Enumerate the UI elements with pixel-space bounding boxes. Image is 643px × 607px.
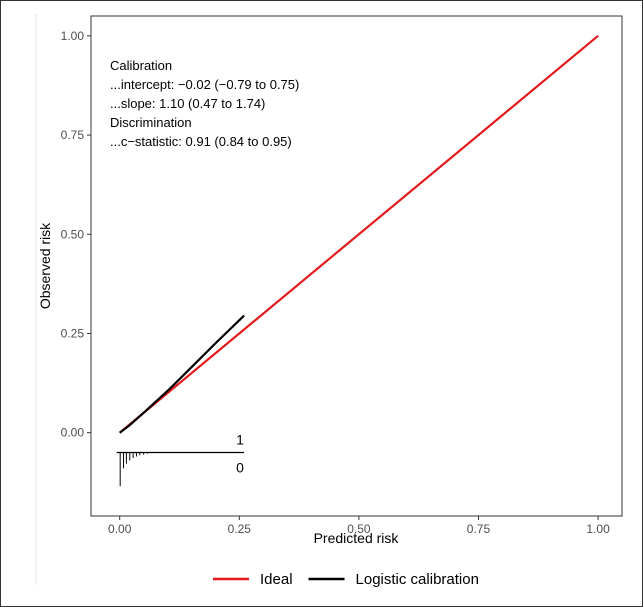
x-axis-title: Predicted risk bbox=[314, 530, 400, 546]
y-tick-label: 0.25 bbox=[61, 326, 85, 340]
y-axis-title: Observed risk bbox=[37, 222, 53, 309]
y-tick-label: 0.75 bbox=[61, 128, 85, 142]
legend-label-logistic-calibration: Logistic calibration bbox=[356, 571, 479, 588]
y-tick-label: 1.00 bbox=[61, 29, 85, 43]
x-axis: 0.00 0.25 0.50 0.75 1.00 bbox=[108, 516, 610, 536]
annotation-block: Calibration ...intercept: −0.02 (−0.79 to… bbox=[110, 58, 299, 149]
x-tick-label: 0.50 bbox=[347, 522, 371, 536]
annotation-line: ...c−statistic: 0.91 (0.84 to 0.95) bbox=[110, 134, 292, 149]
x-tick-label: 0.25 bbox=[228, 522, 252, 536]
y-tick-label: 0.50 bbox=[61, 227, 85, 241]
rug-layer: 10 bbox=[116, 432, 244, 487]
y-tick-label: 0.00 bbox=[61, 426, 85, 440]
x-tick-label: 0.00 bbox=[108, 522, 132, 536]
rug-upper-label: 1 bbox=[236, 432, 244, 448]
series-line-logistic-calibration bbox=[119, 314, 245, 434]
rug-lower-label: 0 bbox=[236, 460, 244, 476]
series-layer bbox=[118, 34, 599, 434]
annotation-line: ...intercept: −0.02 (−0.79 to 0.75) bbox=[110, 77, 299, 92]
annotation-line: Discrimination bbox=[110, 115, 192, 130]
annotation-line: Calibration bbox=[110, 58, 172, 73]
legend: Ideal Logistic calibration bbox=[213, 571, 479, 588]
plot-panel bbox=[90, 15, 623, 517]
y-axis: 0.00 0.25 0.50 0.75 1.00 bbox=[61, 29, 91, 440]
annotation-line: ...slope: 1.10 (0.47 to 1.74) bbox=[110, 96, 265, 111]
series-line-ideal bbox=[118, 34, 599, 434]
legend-label-ideal: Ideal bbox=[260, 571, 293, 588]
x-tick-label: 0.75 bbox=[467, 522, 491, 536]
x-tick-label: 1.00 bbox=[586, 522, 610, 536]
